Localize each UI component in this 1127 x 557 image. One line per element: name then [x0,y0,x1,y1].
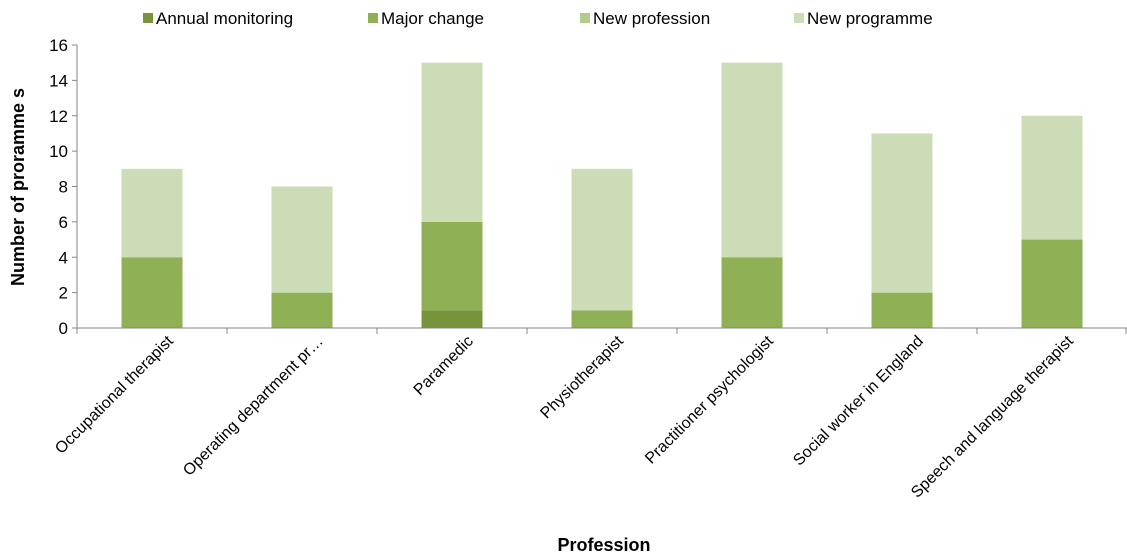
legend-swatch [368,13,378,23]
y-tick-label: 0 [59,319,68,338]
x-tick-label: Practitioner psychologist [642,332,777,467]
x-tick-label: Speech and language therapist [908,332,1077,501]
bar-segment-new-programme [121,168,183,258]
bar-segment-new-programme [721,62,783,258]
bar-segment-major-change [721,257,783,328]
y-tick-label: 14 [49,71,68,90]
bar-segment-major-change [121,257,183,328]
bar-segment-new-programme [271,186,333,293]
legend-label: Major change [381,9,484,28]
x-tick-label: Physiotherapist [537,332,627,422]
legend-label: New programme [807,9,933,28]
bar-segment-new-programme [421,62,483,222]
bar-segment-new-programme [1021,115,1083,240]
y-axis-title: Number of proramme s [8,88,28,286]
legend-item: New programme [794,9,933,28]
y-tick-label: 4 [59,248,68,267]
bar-segment-annual-monitoring [421,310,483,328]
x-tick-label: Operating department pr… [180,333,327,480]
legend-swatch [580,13,590,23]
legend-item: Annual monitoring [143,9,293,28]
y-tick-label: 6 [59,213,68,232]
legend-label: Annual monitoring [156,9,293,28]
y-tick-label: 10 [49,142,68,161]
y-tick-label: 16 [49,36,68,55]
legend-swatch [143,13,153,23]
bar-segment-major-change [871,292,933,328]
legend-item: New profession [580,9,710,28]
x-tick-label: Occupational therapist [52,332,177,457]
bar-segment-major-change [271,292,333,328]
y-axis: 0 2 4 6 8 10 12 14 16 [49,36,78,338]
legend-swatch [794,13,804,23]
bar-segment-major-change [421,221,483,311]
bars [121,62,1083,328]
y-tick-label: 8 [59,178,68,197]
bar-segment-new-programme [871,133,933,293]
x-tick-label: Social worker in England [790,333,927,470]
bar-segment-major-change [1021,239,1083,328]
x-axis-title: Profession [557,535,650,555]
y-tick-label: 2 [59,284,68,303]
x-axis: Occupational therapist Operating departme… [52,327,1127,501]
y-tick-label: 12 [49,107,68,126]
legend-label: New profession [593,9,710,28]
legend-item: Major change [368,9,484,28]
bar-segment-new-programme [571,168,633,311]
bar-segment-major-change [571,310,633,328]
legend: Annual monitoring Major change New profess… [143,9,933,28]
x-tick-label: Paramedic [411,333,477,399]
